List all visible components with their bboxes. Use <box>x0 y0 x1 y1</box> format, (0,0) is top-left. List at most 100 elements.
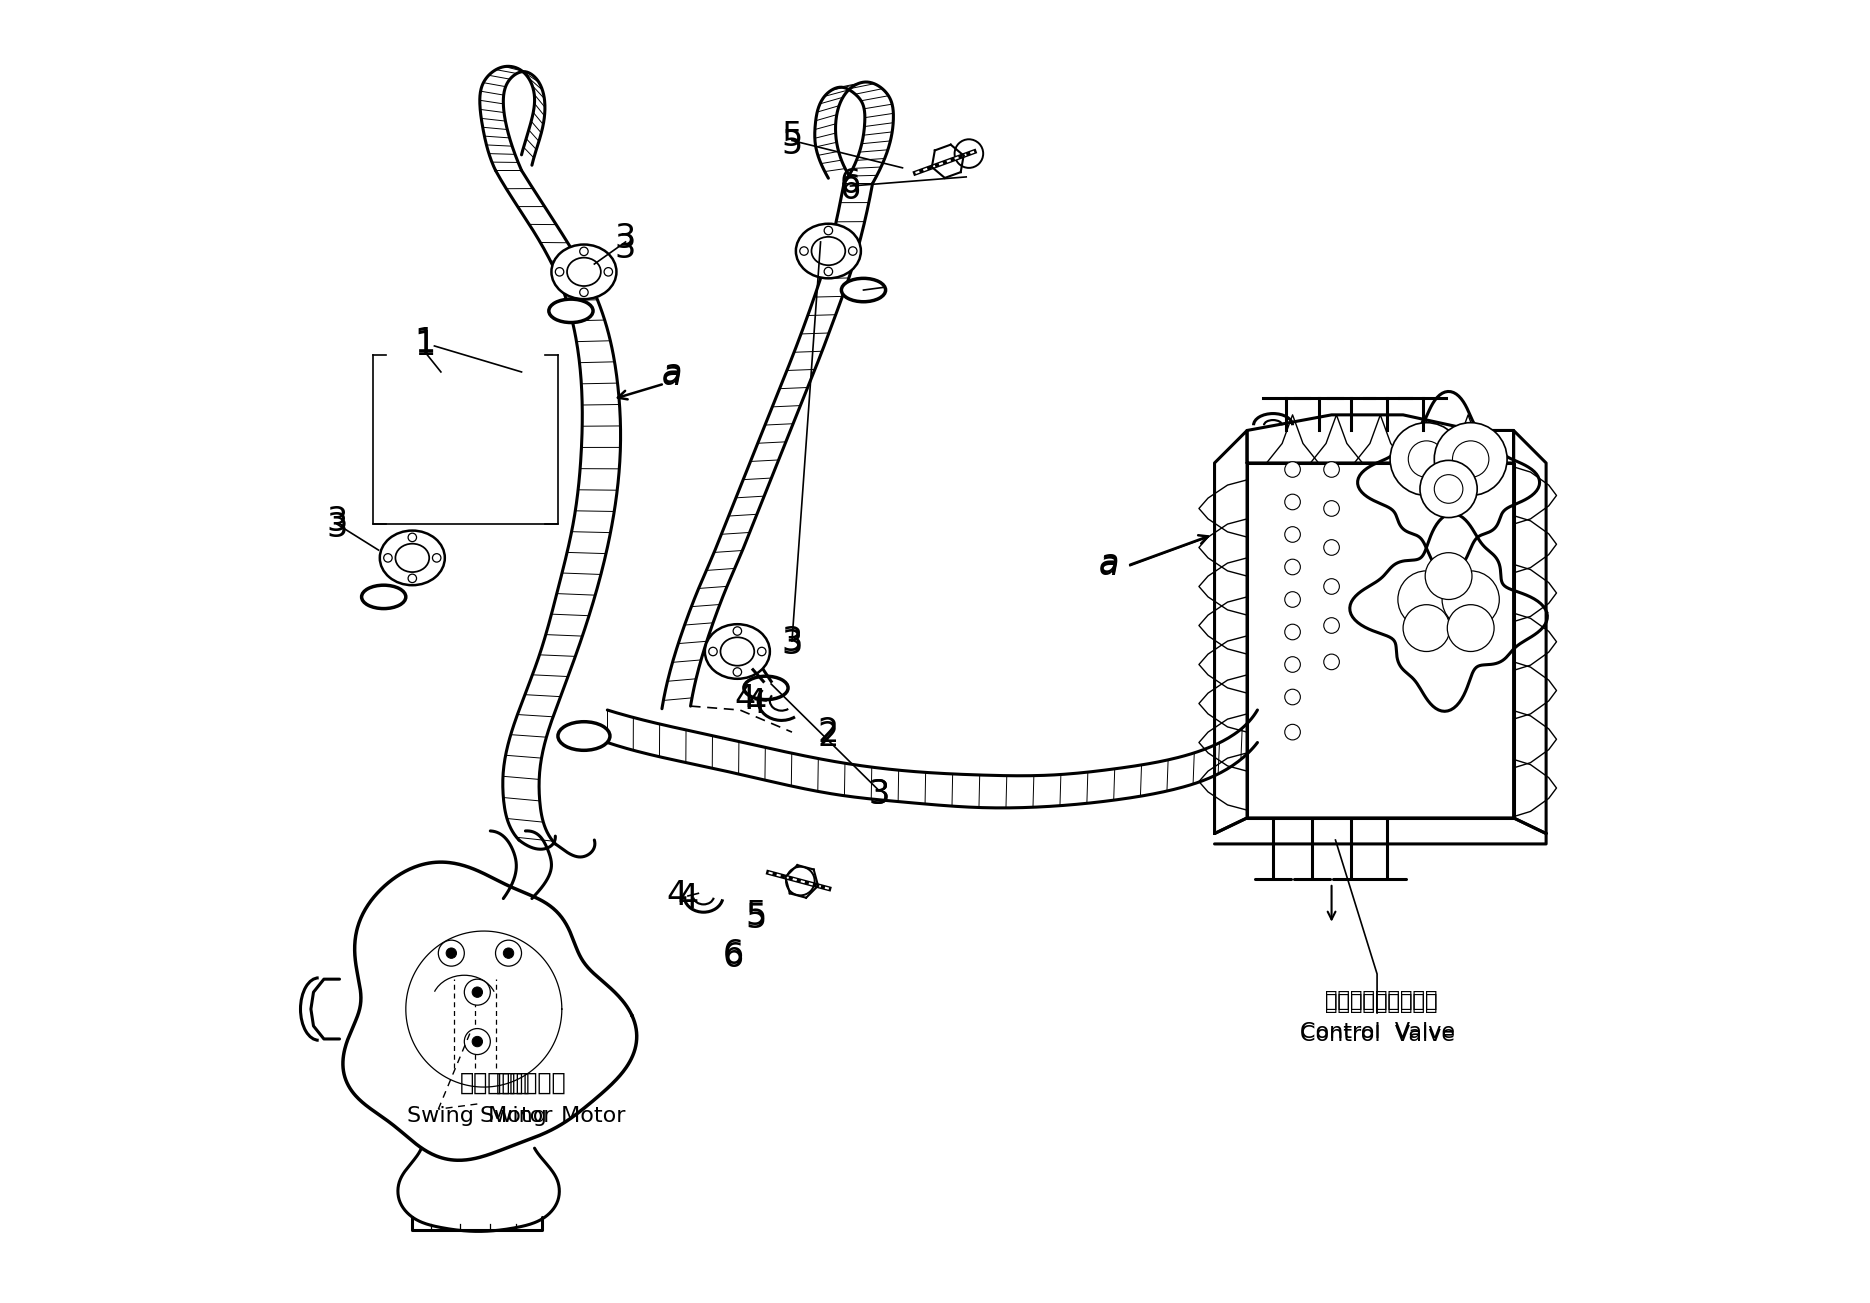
Circle shape <box>408 575 417 582</box>
Circle shape <box>383 554 393 562</box>
Text: Control  Valve: Control Valve <box>1300 1025 1455 1045</box>
Circle shape <box>1324 500 1339 516</box>
Ellipse shape <box>720 637 754 666</box>
Circle shape <box>1285 494 1300 509</box>
Ellipse shape <box>744 676 787 700</box>
Circle shape <box>825 227 832 235</box>
Text: 4: 4 <box>744 687 767 721</box>
Text: 3: 3 <box>615 232 636 265</box>
Circle shape <box>825 267 832 276</box>
Text: 3: 3 <box>868 778 890 810</box>
Circle shape <box>1324 618 1339 633</box>
Circle shape <box>954 139 984 168</box>
Text: 旋回モータ: 旋回モータ <box>496 1071 567 1096</box>
Text: 1: 1 <box>415 326 436 358</box>
Circle shape <box>1285 559 1300 575</box>
Circle shape <box>1419 460 1477 517</box>
Circle shape <box>1285 657 1300 672</box>
Ellipse shape <box>557 722 610 751</box>
Ellipse shape <box>395 543 430 572</box>
Circle shape <box>785 866 815 895</box>
Circle shape <box>709 648 718 655</box>
Text: a: a <box>1100 549 1120 582</box>
Text: Swing  Motor: Swing Motor <box>408 1106 554 1126</box>
Circle shape <box>1324 539 1339 555</box>
Circle shape <box>464 979 490 1005</box>
Text: 6: 6 <box>724 941 744 973</box>
Text: コントロールバルブ: コントロールバルブ <box>1324 990 1438 1010</box>
Circle shape <box>580 288 589 297</box>
Text: 5: 5 <box>782 120 802 154</box>
Circle shape <box>1447 605 1494 652</box>
Ellipse shape <box>797 224 860 279</box>
Text: 2: 2 <box>817 715 840 749</box>
Circle shape <box>1285 724 1300 740</box>
Circle shape <box>1434 422 1507 495</box>
Circle shape <box>1402 605 1449 652</box>
Circle shape <box>604 267 613 276</box>
Text: 6: 6 <box>840 167 860 199</box>
Circle shape <box>555 267 563 276</box>
Circle shape <box>757 648 767 655</box>
Circle shape <box>1389 422 1462 495</box>
Circle shape <box>471 986 482 997</box>
Circle shape <box>849 246 856 255</box>
Text: Swing  Motor: Swing Motor <box>481 1106 625 1126</box>
Circle shape <box>438 941 464 966</box>
Text: 6: 6 <box>840 173 860 206</box>
Circle shape <box>408 533 417 542</box>
Text: 3: 3 <box>868 778 890 810</box>
Circle shape <box>1453 440 1489 477</box>
Circle shape <box>1285 624 1300 640</box>
Circle shape <box>800 246 808 255</box>
Circle shape <box>580 248 589 255</box>
Text: 3: 3 <box>782 628 802 662</box>
Text: 5: 5 <box>744 899 767 932</box>
Ellipse shape <box>380 530 445 585</box>
Text: 5: 5 <box>782 128 802 160</box>
Text: 5: 5 <box>744 902 767 934</box>
Ellipse shape <box>567 258 600 287</box>
Text: 3: 3 <box>325 506 348 538</box>
Circle shape <box>447 949 456 958</box>
Ellipse shape <box>552 245 617 300</box>
Circle shape <box>1425 552 1472 599</box>
Text: 3: 3 <box>782 624 802 658</box>
Text: コントロールバルブ: コントロールバルブ <box>1324 993 1438 1012</box>
Circle shape <box>1399 571 1455 628</box>
Text: 4: 4 <box>735 683 755 717</box>
Ellipse shape <box>812 237 845 266</box>
Text: 4: 4 <box>677 882 699 915</box>
Circle shape <box>432 554 441 562</box>
Text: 旋回モータ: 旋回モータ <box>460 1071 531 1096</box>
Circle shape <box>733 667 742 676</box>
Circle shape <box>471 1036 482 1046</box>
Circle shape <box>464 1028 490 1054</box>
Circle shape <box>1285 592 1300 607</box>
Text: 2: 2 <box>817 719 840 753</box>
Circle shape <box>1324 654 1339 670</box>
Circle shape <box>733 627 742 636</box>
Circle shape <box>1324 461 1339 477</box>
Circle shape <box>1324 579 1339 594</box>
Text: a: a <box>1100 546 1120 580</box>
Circle shape <box>1408 440 1446 477</box>
Text: 3: 3 <box>325 512 348 545</box>
Circle shape <box>1434 474 1462 503</box>
Ellipse shape <box>705 624 770 679</box>
Circle shape <box>1285 689 1300 705</box>
Text: 1: 1 <box>415 330 436 362</box>
Circle shape <box>503 949 514 958</box>
Text: a: a <box>662 360 683 392</box>
Circle shape <box>1442 571 1500 628</box>
Text: 6: 6 <box>724 938 744 971</box>
Text: 3: 3 <box>615 222 636 254</box>
Text: a: a <box>662 357 683 390</box>
Ellipse shape <box>548 300 593 323</box>
Circle shape <box>1285 461 1300 477</box>
Text: 4: 4 <box>668 880 688 912</box>
Circle shape <box>1285 526 1300 542</box>
Circle shape <box>496 941 522 966</box>
Text: Control  Valve: Control Valve <box>1300 1023 1455 1042</box>
Ellipse shape <box>842 279 886 302</box>
